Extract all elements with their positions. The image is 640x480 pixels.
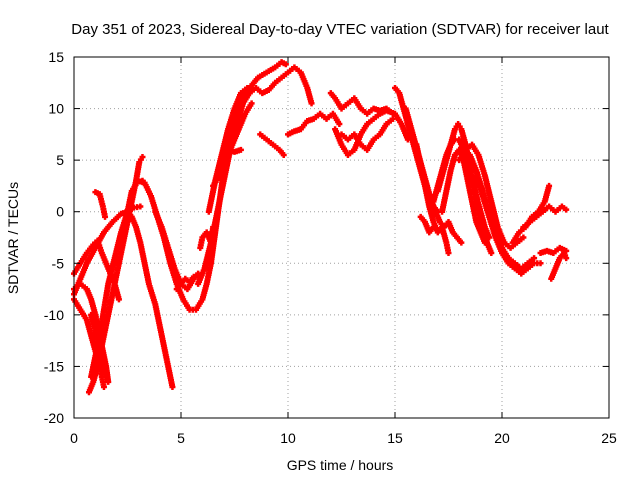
series-track-31 xyxy=(439,146,488,246)
y-tick-label: 15 xyxy=(48,49,64,65)
data-point xyxy=(336,121,343,128)
series-track-12 xyxy=(173,273,197,293)
data-point xyxy=(458,239,465,246)
data-point xyxy=(102,213,109,220)
x-tick-label: 0 xyxy=(70,430,78,446)
data-point xyxy=(105,378,112,385)
series-track-23 xyxy=(332,107,411,158)
data-point xyxy=(520,234,527,241)
series-track-28 xyxy=(417,213,437,236)
data-point xyxy=(308,100,315,107)
series-track-17 xyxy=(220,146,244,158)
series-track-37 xyxy=(548,249,570,282)
data-point xyxy=(169,384,176,391)
x-tick-label: 10 xyxy=(280,430,296,446)
x-tick-label: 20 xyxy=(494,430,510,446)
data-point xyxy=(563,206,570,213)
series-track-22 xyxy=(327,90,396,117)
series-track-20 xyxy=(257,131,287,158)
series-track-8 xyxy=(92,189,109,220)
data-point xyxy=(488,249,495,256)
series-track-30 xyxy=(430,136,493,241)
data-point xyxy=(546,182,553,189)
series-track-27 xyxy=(413,141,452,256)
axis-ticks: 0 5 10 15 20 25 -20 -15 -10 -5 0 5 10 15 xyxy=(44,49,617,446)
data-point xyxy=(115,296,122,303)
series-track-24 xyxy=(338,115,396,153)
data-point xyxy=(280,151,287,158)
data-point xyxy=(100,384,107,391)
series-track-19 xyxy=(252,64,315,107)
chart-title: Day 351 of 2023, Sidereal Day-to-day VTE… xyxy=(71,21,609,38)
series-track-21 xyxy=(285,110,343,138)
y-tick-label: 5 xyxy=(56,152,64,168)
data-point xyxy=(282,61,289,68)
plot-frame xyxy=(73,56,610,419)
data-point xyxy=(248,100,255,107)
y-axis-label: SDTVAR / TECUs xyxy=(5,182,21,294)
y-tick-label: 10 xyxy=(48,101,64,117)
x-axis-label: GPS time / hours xyxy=(287,457,394,473)
y-tick-label: 0 xyxy=(56,204,64,220)
data-point xyxy=(139,154,146,161)
y-tick-label: -5 xyxy=(52,255,65,271)
data-point xyxy=(563,247,570,254)
y-tick-label: -20 xyxy=(44,410,64,426)
data-point xyxy=(481,239,488,246)
series-track-36 xyxy=(520,203,570,231)
x-tick-label: 15 xyxy=(387,430,403,446)
x-tick-label: 25 xyxy=(601,430,617,446)
y-tick-label: -10 xyxy=(44,307,64,323)
y-tick-label: -15 xyxy=(44,358,64,374)
data-point xyxy=(445,249,452,256)
series-track-7 xyxy=(88,311,110,380)
series-track-38 xyxy=(537,244,570,256)
data-point xyxy=(486,234,493,241)
x-tick-label: 5 xyxy=(177,430,185,446)
data-points xyxy=(71,59,570,396)
series-track-16 xyxy=(210,100,255,189)
data-point xyxy=(531,255,538,262)
series-track-9 xyxy=(124,208,176,391)
series-track-18 xyxy=(246,59,289,91)
data-point xyxy=(430,224,437,231)
series-track-35 xyxy=(509,182,553,246)
data-point xyxy=(137,203,144,210)
data-point xyxy=(537,260,544,267)
data-point xyxy=(103,373,110,380)
series-track-14 xyxy=(195,84,259,287)
data-point xyxy=(563,255,570,262)
data-point xyxy=(190,273,197,280)
series-track-34 xyxy=(473,172,544,277)
data-point xyxy=(389,115,396,122)
data-point xyxy=(237,146,244,153)
